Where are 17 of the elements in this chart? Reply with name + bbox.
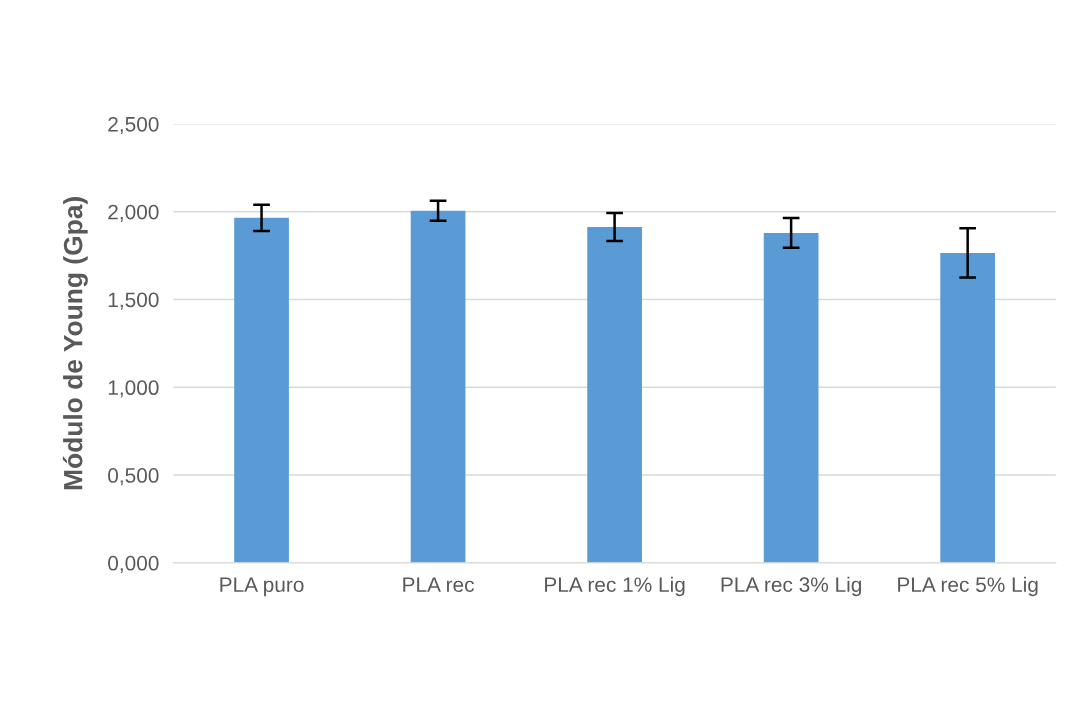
bar	[587, 226, 642, 563]
y-tick-label: 0,000	[108, 555, 159, 574]
y-tick-label: 0,500	[108, 468, 159, 486]
y-tick-label: 1,500	[108, 292, 159, 310]
y-tick-label: 1,000	[108, 380, 159, 398]
x-tick-label: PLA puro	[220, 577, 304, 597]
x-tick-label: PLA rec	[403, 577, 474, 593]
y-tick-label: 2,500	[108, 116, 159, 135]
bar	[763, 232, 819, 563]
y-tick-label: 2,000	[108, 204, 159, 222]
x-tick-label: PLA rec 1% Lig	[545, 576, 685, 597]
bar	[234, 217, 289, 563]
bar	[410, 210, 466, 563]
bar	[940, 252, 996, 563]
x-tick-label: PLA rec 3% Lig	[721, 576, 862, 597]
x-tick-label: PLA rec 5% Lig	[898, 576, 1038, 597]
y-axis-title: Módulo de Young (Gpa)	[62, 197, 88, 490]
